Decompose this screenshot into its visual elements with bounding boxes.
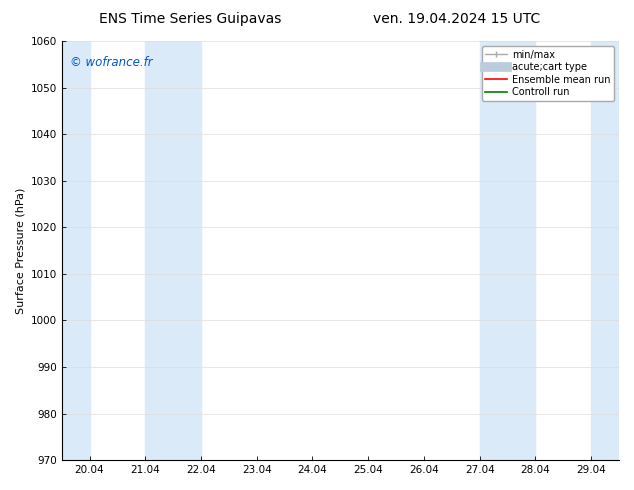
Bar (591, 41, 619, 460)
Text: © wofrance.fr: © wofrance.fr (70, 56, 153, 69)
Text: ven. 19.04.2024 15 UTC: ven. 19.04.2024 15 UTC (373, 12, 540, 26)
Legend: min/max, acute;cart type, Ensemble mean run, Controll run: min/max, acute;cart type, Ensemble mean … (482, 46, 614, 101)
Text: ENS Time Series Guipavas: ENS Time Series Guipavas (99, 12, 281, 26)
Y-axis label: Surface Pressure (hPa): Surface Pressure (hPa) (15, 187, 25, 314)
Bar (61, 41, 89, 460)
Bar (480, 41, 535, 460)
Bar (145, 41, 201, 460)
